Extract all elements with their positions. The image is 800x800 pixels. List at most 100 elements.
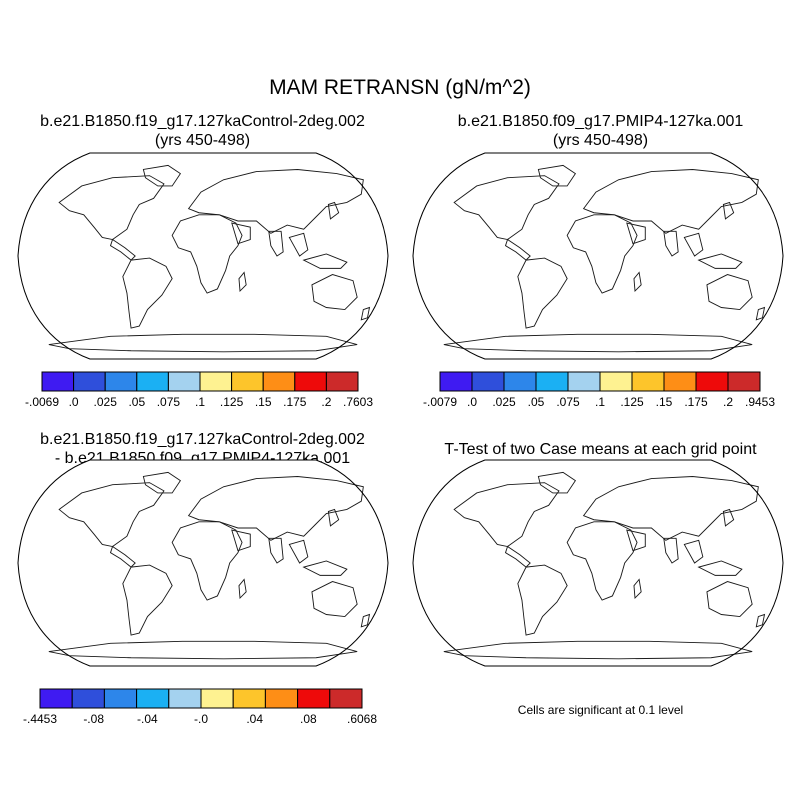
grid-cell	[762, 169, 765, 174]
grid-cell	[363, 338, 368, 343]
grid-cell	[380, 301, 384, 305]
grid-cell	[359, 173, 364, 179]
grid-cell	[434, 153, 438, 157]
grid-cell	[443, 169, 447, 174]
grid-cell	[380, 334, 384, 338]
grid-cell	[417, 169, 421, 173]
grid-cell	[384, 318, 388, 322]
grid-cell	[351, 165, 356, 166]
grid-cell	[39, 157, 43, 161]
grid-cell	[30, 355, 34, 359]
grid-cell	[462, 153, 466, 157]
grid-cell	[51, 153, 55, 157]
grid-cell	[50, 346, 56, 352]
grid-cell	[363, 181, 368, 187]
grid-cell	[26, 157, 30, 161]
grid-cell	[372, 174, 376, 178]
grid-cell	[39, 326, 43, 330]
grid-cell	[417, 165, 421, 169]
grid-cell	[55, 350, 60, 352]
grid-cell	[363, 173, 368, 179]
grid-cell	[384, 347, 388, 351]
grid-cell	[721, 153, 725, 157]
grid-cell	[376, 343, 380, 347]
grid-cell	[22, 178, 26, 182]
grid-cell	[30, 338, 34, 342]
grid-cell	[34, 161, 38, 165]
grid-cell	[18, 330, 22, 334]
grid-cell	[372, 165, 376, 169]
grid-cell	[376, 157, 380, 161]
grid-cell	[380, 161, 384, 165]
grid-cell	[48, 338, 52, 343]
grid-cell	[26, 194, 30, 198]
grid-cell	[779, 169, 783, 173]
grid-cell	[376, 190, 380, 194]
grid-cell	[34, 338, 38, 342]
grid-cell	[346, 346, 352, 352]
grid-cell	[355, 350, 360, 352]
grid-cell	[434, 161, 438, 165]
grid-cell	[43, 334, 47, 338]
grid-cell	[384, 198, 388, 202]
grid-cell	[380, 182, 384, 186]
grid-cell	[43, 153, 47, 157]
grid-cell	[363, 334, 368, 339]
grid-cell	[367, 165, 370, 166]
grid-cell	[43, 338, 47, 342]
grid-cell	[380, 207, 384, 211]
grid-cell	[466, 153, 470, 157]
grid-cell	[346, 165, 352, 170]
grid-cell	[34, 355, 38, 359]
grid-cell	[335, 355, 339, 359]
grid-cell	[30, 347, 34, 351]
grid-cell	[18, 326, 22, 330]
grid-cell	[67, 157, 71, 161]
grid-cell	[39, 178, 43, 182]
grid-cell	[425, 169, 429, 173]
grid-cell	[51, 157, 55, 161]
grid-cell	[30, 351, 34, 355]
grid-cell	[30, 182, 34, 186]
grid-cell	[55, 157, 59, 161]
grid-cell	[47, 157, 51, 161]
grid-cell	[771, 169, 775, 173]
grid-cell	[22, 322, 26, 326]
grid-cell	[55, 153, 59, 157]
grid-cell	[376, 202, 380, 206]
grid-cell	[384, 343, 388, 347]
grid-cell	[18, 355, 22, 359]
grid-cell	[346, 350, 352, 352]
grid-cell	[367, 173, 370, 179]
grid-cell	[351, 338, 356, 343]
grid-cell	[372, 178, 376, 182]
grid-cell	[43, 161, 47, 165]
grid-cell	[767, 153, 771, 157]
grid-cell	[454, 165, 459, 166]
grid-cell	[30, 326, 34, 330]
grid-cell	[742, 157, 746, 161]
grid-cell	[59, 157, 63, 161]
grid-cell	[18, 322, 22, 326]
grid-cell	[334, 350, 339, 352]
grid-cell	[754, 165, 759, 166]
grid-cell	[767, 161, 771, 165]
grid-cell	[22, 174, 26, 178]
grid-cell	[343, 153, 347, 157]
grid-cell	[429, 174, 433, 178]
grid-cell	[59, 350, 64, 352]
grid-cell	[18, 202, 22, 206]
grid-cell	[22, 182, 26, 186]
grid-cell	[380, 343, 384, 347]
maps-layer	[17, 152, 784, 667]
grid-cell	[351, 165, 356, 170]
grid-cell	[458, 153, 462, 157]
grid-cell	[758, 157, 762, 161]
grid-cell	[26, 318, 30, 322]
grid-cell	[380, 347, 384, 351]
grid-cell	[384, 330, 388, 334]
grid-cell	[39, 169, 43, 173]
grid-cell	[359, 342, 364, 347]
grid-cell	[376, 161, 380, 165]
grid-cell	[413, 161, 417, 165]
